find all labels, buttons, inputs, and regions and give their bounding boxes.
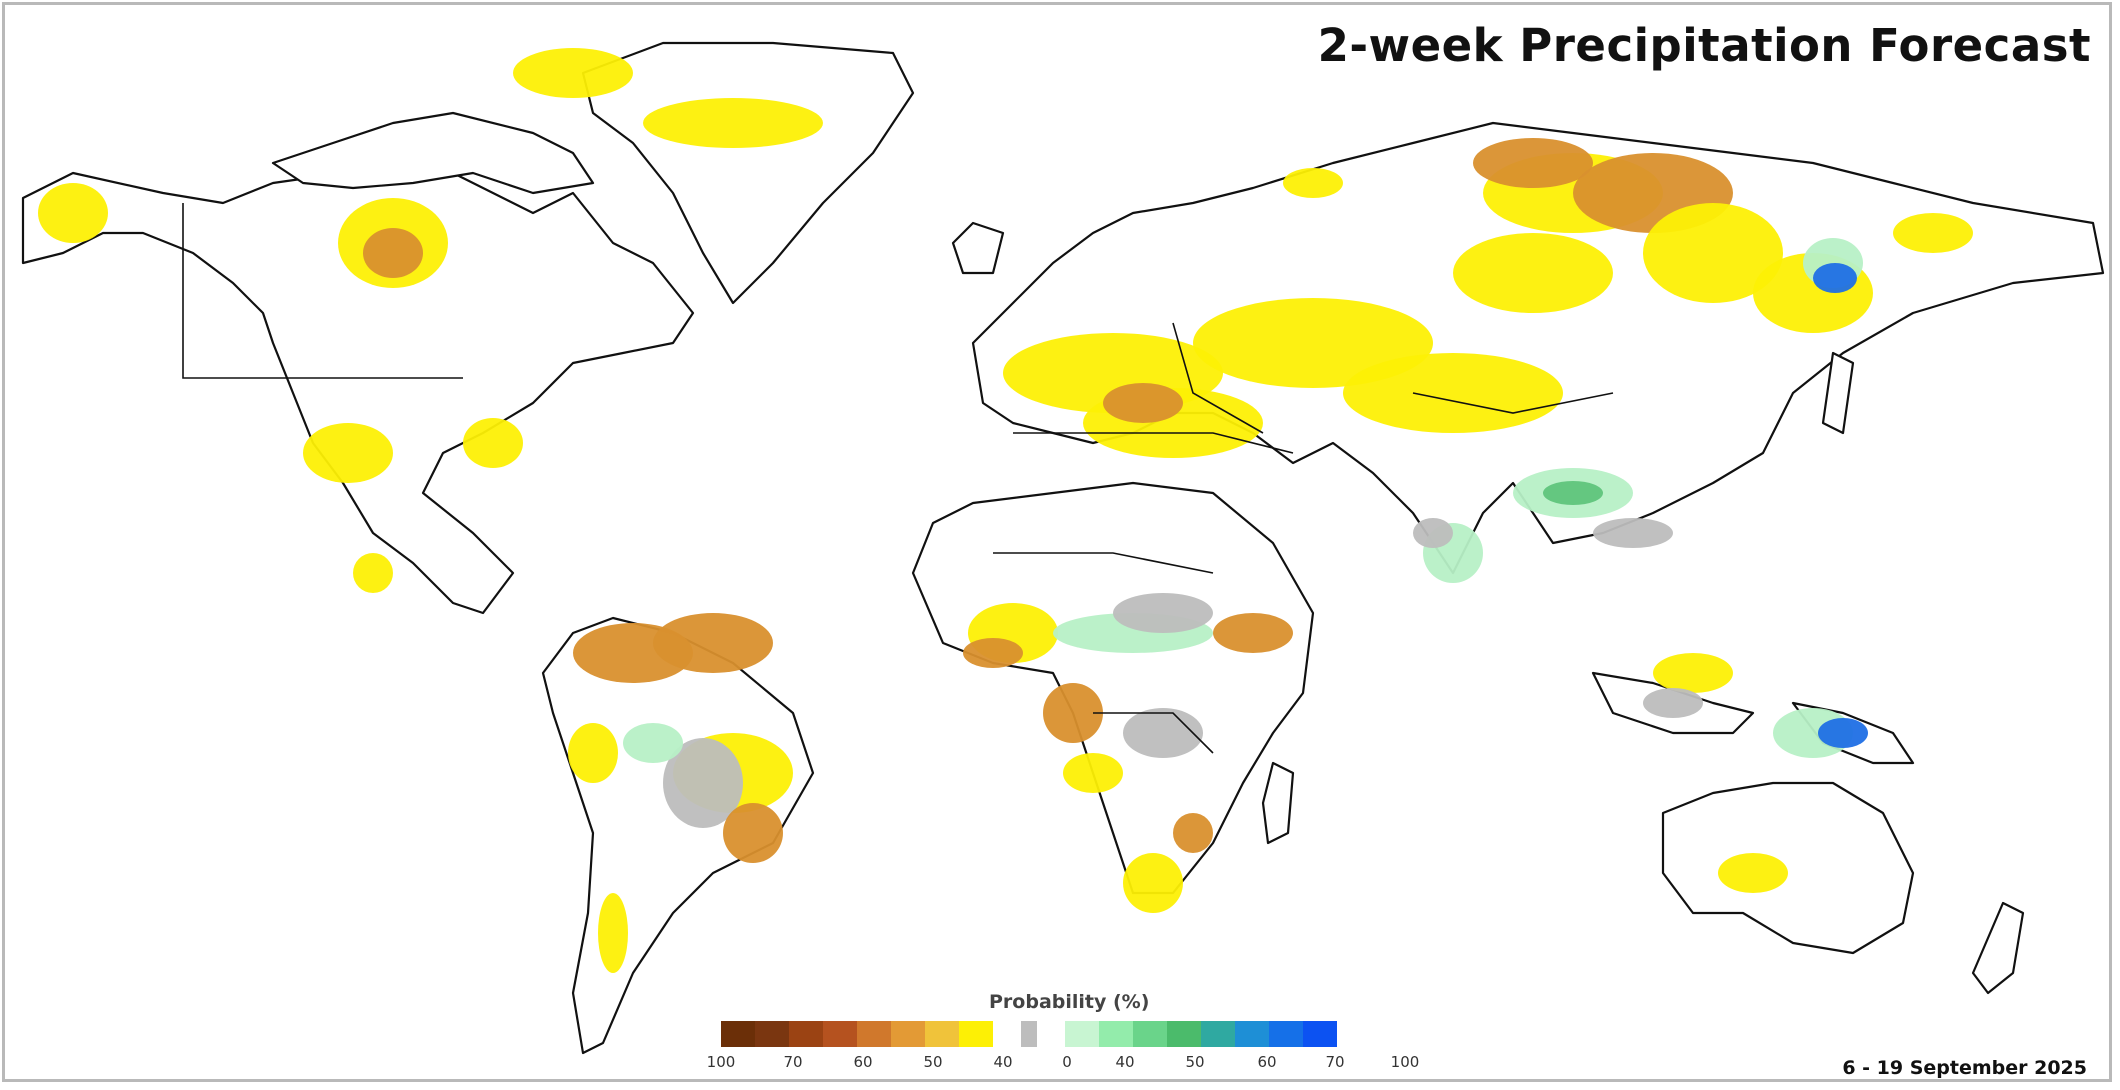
legend-tick-label: 70	[1325, 1053, 1345, 1071]
legend-tick-label: 100	[1390, 1053, 1420, 1071]
border-us-canada	[182, 203, 463, 379]
forecast-area-3	[513, 48, 633, 98]
forecast-area-29	[1193, 298, 1433, 388]
legend-tick-label: 50	[1185, 1053, 1205, 1071]
legend-swatch-wet-3	[1167, 1021, 1201, 1047]
forecast-area-12	[663, 738, 743, 828]
forecast-area-17	[963, 638, 1023, 668]
forecast-area-30	[1343, 353, 1563, 433]
forecast-area-50	[1718, 853, 1788, 893]
forecast-area-43	[1413, 518, 1453, 548]
legend-swatch-wet-6	[1269, 1021, 1303, 1047]
legend-swatch-dry-4	[857, 1021, 891, 1047]
legend-swatch-wet-2	[1133, 1021, 1167, 1047]
forecast-area-31	[1453, 233, 1613, 313]
australia	[1661, 781, 1915, 955]
legend-tick-label: 40	[993, 1053, 1013, 1071]
british-isles	[951, 221, 1005, 275]
legend-tick-label: 60	[1257, 1053, 1277, 1071]
forecast-area-23	[1063, 753, 1123, 793]
forecast-area-21	[1043, 683, 1103, 743]
forecast-area-14	[623, 723, 683, 763]
africa	[911, 481, 1315, 895]
date-range: 6 - 19 September 2025	[1842, 1057, 2087, 1079]
madagascar	[1261, 761, 1295, 845]
forecast-area-20	[1213, 613, 1293, 653]
legend-tick-label: 0	[1062, 1053, 1072, 1071]
canadian-arctic-islands	[271, 111, 595, 195]
forecast-area-45	[1283, 168, 1343, 198]
forecast-area-48	[1818, 718, 1868, 748]
forecast-area-49	[1643, 688, 1703, 718]
border-central-asia	[1412, 392, 1614, 414]
forecast-area-9	[653, 613, 773, 673]
legend-swatch-dry-5	[891, 1021, 925, 1047]
new-zealand	[1971, 901, 2025, 995]
forecast-area-4	[643, 98, 823, 148]
forecast-area-24	[1123, 853, 1183, 913]
legend-swatch-dry-2	[789, 1021, 823, 1047]
forecast-area-5	[303, 423, 393, 483]
forecast-area-39	[1813, 263, 1857, 293]
legend-swatch-neutral	[1021, 1021, 1037, 1047]
forecast-shading	[38, 48, 1973, 973]
legend-swatch-wet-0	[1065, 1021, 1099, 1047]
forecast-area-6	[463, 418, 523, 468]
border-north-africa	[1013, 432, 1294, 454]
forecast-area-46	[1653, 653, 1733, 693]
legend-swatch-wet-7	[1303, 1021, 1337, 1047]
land-masses	[21, 41, 2105, 1055]
border-sahel	[993, 552, 1214, 574]
forecast-area-37	[1893, 213, 1973, 253]
forecast-area-15	[723, 803, 783, 863]
legend-colorbar	[721, 1021, 1337, 1047]
forecast-area-13	[598, 893, 628, 973]
legend-tick-label: 100	[706, 1053, 736, 1071]
country-borders	[182, 203, 1614, 754]
border-central-africa	[1093, 712, 1214, 754]
forecast-area-44	[1593, 518, 1673, 548]
legend-swatch-dry-3	[823, 1021, 857, 1047]
legend-swatch-dry-7	[959, 1021, 993, 1047]
forecast-area-2	[38, 183, 108, 243]
forecast-area-10	[568, 723, 618, 783]
border-eastern-europe	[1172, 322, 1264, 434]
forecast-area-41	[1543, 481, 1603, 505]
forecast-area-1	[363, 228, 423, 278]
map-title: 2-week Precipitation Forecast	[1317, 19, 2091, 72]
forecast-area-25	[1173, 813, 1213, 853]
japan	[1821, 351, 1855, 435]
forecast-area-28	[1103, 383, 1183, 423]
forecast-area-7	[353, 553, 393, 593]
legend-tick-label: 60	[853, 1053, 873, 1071]
legend-tick-label: 50	[923, 1053, 943, 1071]
legend-swatch-wet-1	[1099, 1021, 1133, 1047]
legend-swatch-wet-4	[1201, 1021, 1235, 1047]
legend-title: Probability (%)	[989, 991, 1150, 1013]
legend-tick-label: 70	[783, 1053, 803, 1071]
forecast-area-19	[1113, 593, 1213, 633]
legend-swatch-wet-5	[1235, 1021, 1269, 1047]
legend-swatch-dry-6	[925, 1021, 959, 1047]
forecast-area-33	[1473, 138, 1593, 188]
forecast-area-22	[1123, 708, 1203, 758]
legend-swatch-dry-1	[755, 1021, 789, 1047]
world-map	[21, 41, 2105, 1055]
legend-tick-label: 40	[1115, 1053, 1135, 1071]
legend-swatch-dry-0	[721, 1021, 755, 1047]
forecast-area-35	[1643, 203, 1783, 303]
